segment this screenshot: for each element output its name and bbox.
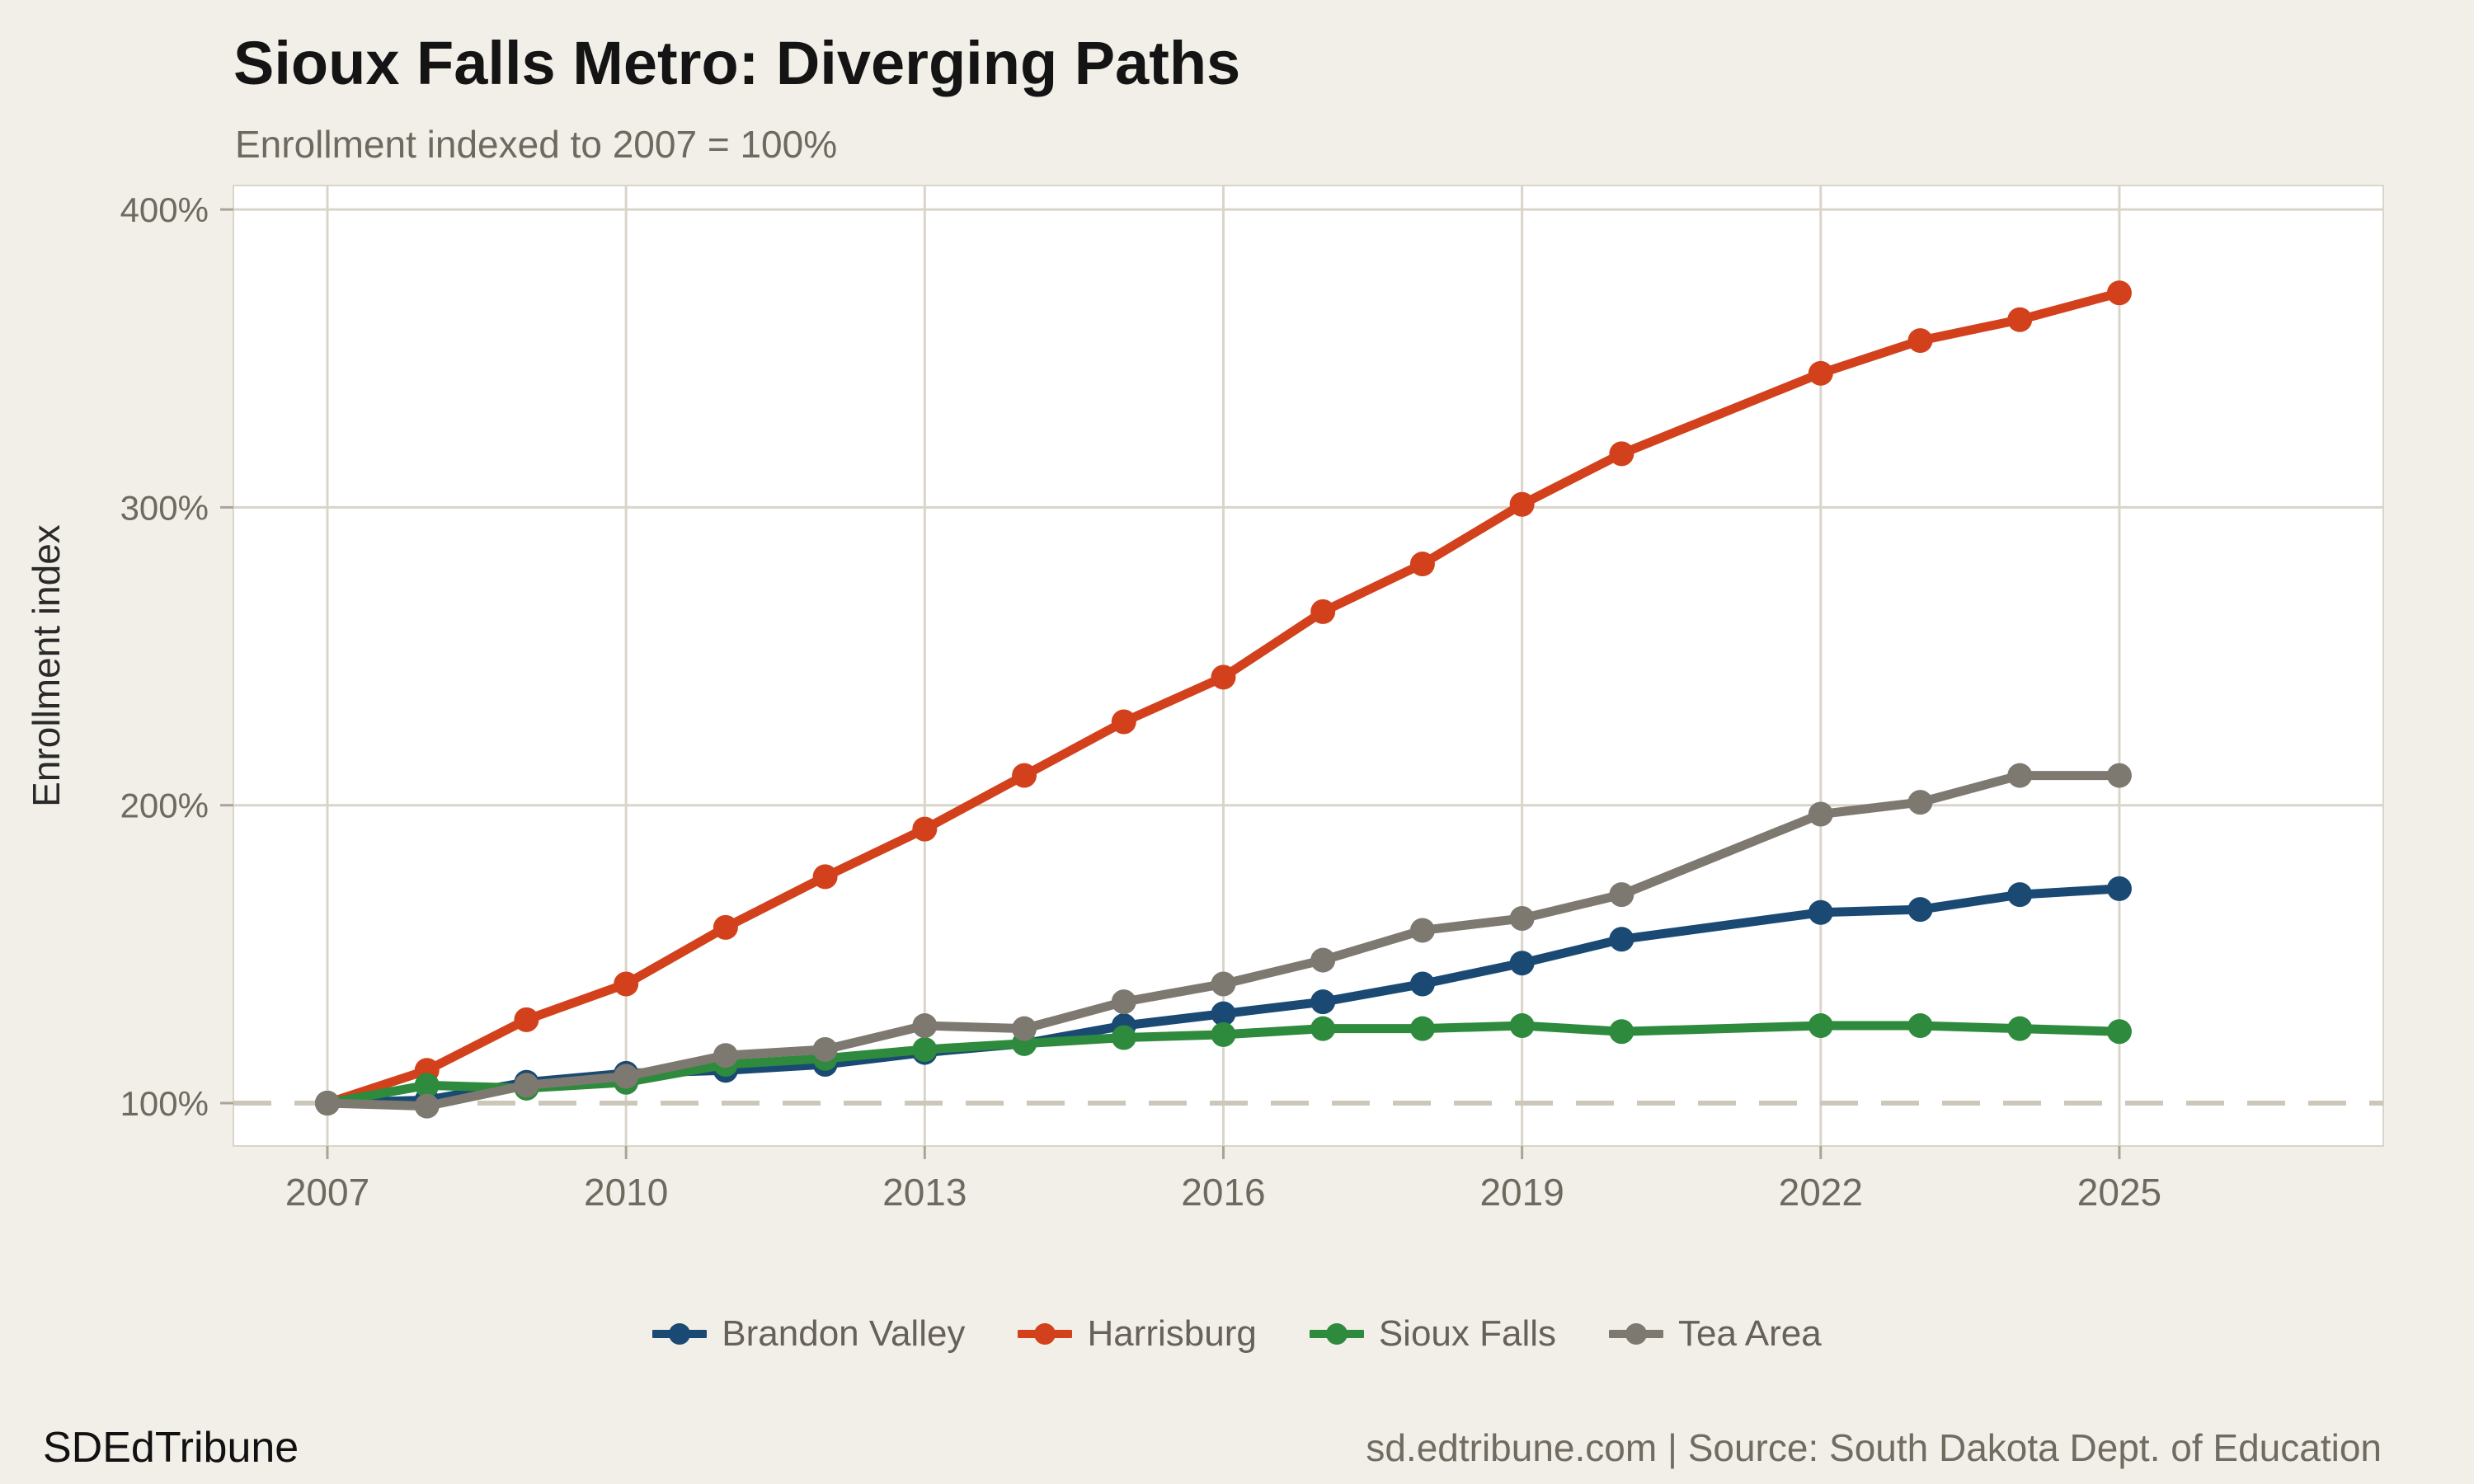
x-axis-tick-label: 2010 bbox=[584, 1171, 668, 1214]
data-point-tea-area bbox=[514, 1073, 539, 1098]
y-axis-title: Enrollment index bbox=[25, 524, 68, 807]
data-point-sioux-falls bbox=[1409, 1016, 1435, 1041]
x-axis-tick-label: 2007 bbox=[285, 1171, 369, 1214]
data-point-sioux-falls bbox=[1808, 1013, 1833, 1039]
legend-key-dot bbox=[1034, 1323, 1056, 1345]
data-point-harrisburg bbox=[713, 914, 738, 940]
data-point-harrisburg bbox=[1907, 328, 1933, 354]
data-point-harrisburg bbox=[1211, 665, 1236, 690]
data-point-sioux-falls bbox=[1609, 1019, 1634, 1045]
x-axis-tick-label: 2025 bbox=[2077, 1171, 2161, 1214]
footer-brand: SDEdTribune bbox=[43, 1424, 299, 1472]
data-point-brandon-valley bbox=[1509, 951, 1535, 976]
data-point-sioux-falls bbox=[1211, 1021, 1236, 1047]
legend-item-harrisburg: Harrisburg bbox=[1018, 1313, 1257, 1355]
legend-key-icon bbox=[1018, 1323, 1073, 1345]
legend-item-tea-area: Tea Area bbox=[1609, 1313, 1822, 1355]
legend-key-icon bbox=[652, 1323, 708, 1345]
y-axis-tick-label: 100% bbox=[120, 1084, 209, 1123]
data-point-sioux-falls bbox=[2106, 1019, 2132, 1045]
data-point-harrisburg bbox=[812, 864, 838, 890]
data-point-tea-area bbox=[1907, 790, 1933, 815]
chart-canvas: 100% 200% 300% 400% 2007 2010 2013 2016 2019 2022… bbox=[25, 185, 2384, 1214]
data-point-harrisburg bbox=[912, 816, 938, 842]
data-point-sioux-falls bbox=[1111, 1025, 1136, 1050]
data-point-harrisburg bbox=[1310, 599, 1336, 624]
data-point-brandon-valley bbox=[1808, 899, 1833, 925]
data-point-harrisburg bbox=[1111, 709, 1136, 735]
data-point-tea-area bbox=[1609, 882, 1634, 908]
data-point-brandon-valley bbox=[2007, 882, 2033, 908]
chart-legend: Brandon Valley Harrisburg Sioux Falls Tea A… bbox=[0, 1301, 2474, 1367]
data-point-harrisburg bbox=[1509, 491, 1535, 517]
plot-panel bbox=[233, 185, 2384, 1147]
data-point-brandon-valley bbox=[1409, 971, 1435, 997]
data-point-sioux-falls bbox=[1907, 1013, 1933, 1039]
legend-label: Sioux Falls bbox=[1378, 1313, 1557, 1354]
footer: SDEdTribune sd.edtribune.com | Source: S… bbox=[0, 1411, 2474, 1484]
legend-label: Harrisburg bbox=[1087, 1313, 1257, 1354]
page-title: Sioux Falls Metro: Diverging Paths bbox=[233, 29, 1241, 97]
data-point-sioux-falls bbox=[1310, 1016, 1336, 1041]
series-line-sioux-falls bbox=[322, 1021, 2124, 1108]
legend-item-sioux-falls: Sioux Falls bbox=[1309, 1313, 1557, 1355]
data-point-tea-area bbox=[1310, 947, 1336, 973]
legend-key-dot bbox=[1325, 1323, 1348, 1345]
data-point-tea-area bbox=[912, 1013, 938, 1039]
data-point-harrisburg bbox=[1409, 552, 1435, 577]
x-axis-tick-label: 2019 bbox=[1479, 1171, 1564, 1214]
data-point-sioux-falls bbox=[414, 1073, 440, 1098]
data-point-tea-area bbox=[2007, 763, 2033, 788]
legend-key-dot bbox=[1625, 1323, 1648, 1345]
page-subtitle: Enrollment indexed to 2007 = 100% bbox=[235, 123, 838, 166]
legend-key-icon bbox=[1309, 1323, 1364, 1345]
data-point-brandon-valley bbox=[1609, 927, 1634, 952]
data-point-tea-area bbox=[812, 1036, 838, 1062]
data-point-sioux-falls bbox=[912, 1036, 938, 1062]
data-point-tea-area bbox=[614, 1064, 639, 1089]
data-point-brandon-valley bbox=[2106, 876, 2132, 901]
legend-item-brandon-valley: Brandon Valley bbox=[652, 1313, 965, 1355]
data-point-tea-area bbox=[315, 1091, 340, 1115]
x-axis-tick-label: 2022 bbox=[1779, 1171, 1863, 1214]
data-point-harrisburg bbox=[514, 1007, 539, 1032]
y-axis-tick-label: 200% bbox=[120, 787, 209, 825]
legend-key-dot bbox=[669, 1323, 691, 1345]
data-point-harrisburg bbox=[1808, 360, 1833, 386]
data-point-tea-area bbox=[414, 1093, 440, 1119]
data-point-harrisburg bbox=[1012, 763, 1037, 788]
data-point-sioux-falls bbox=[1509, 1013, 1535, 1039]
line-chart: 100% 200% 300% 400% 2007 2010 2013 2016 2019 2022… bbox=[25, 185, 2384, 1214]
data-point-tea-area bbox=[713, 1043, 738, 1068]
data-point-tea-area bbox=[1509, 905, 1535, 931]
data-point-brandon-valley bbox=[1907, 897, 1933, 923]
data-point-tea-area bbox=[1012, 1016, 1037, 1041]
data-point-tea-area bbox=[1808, 801, 1833, 827]
data-point-tea-area bbox=[1409, 918, 1435, 943]
series-line-tea-area bbox=[322, 771, 2124, 1111]
y-axis-tick-label: 300% bbox=[120, 488, 209, 527]
legend-key-icon bbox=[1609, 1323, 1664, 1345]
data-point-tea-area bbox=[1211, 971, 1236, 997]
series-line-harrisburg bbox=[322, 288, 2124, 1108]
data-point-sioux-falls bbox=[2007, 1016, 2033, 1041]
data-point-harrisburg bbox=[2007, 307, 2033, 332]
y-axis-tick-label: 400% bbox=[120, 190, 209, 229]
data-point-harrisburg bbox=[614, 971, 639, 997]
legend-label: Brandon Valley bbox=[722, 1313, 966, 1354]
data-point-tea-area bbox=[2106, 763, 2132, 788]
data-point-brandon-valley bbox=[1310, 989, 1336, 1015]
footer-attribution: sd.edtribune.com | Source: South Dakota … bbox=[1366, 1426, 2382, 1469]
data-point-brandon-valley bbox=[1211, 1001, 1236, 1026]
x-axis-tick-label: 2013 bbox=[882, 1171, 967, 1214]
x-axis-tick-label: 2016 bbox=[1181, 1171, 1265, 1214]
data-point-harrisburg bbox=[2106, 280, 2132, 306]
data-point-harrisburg bbox=[1609, 441, 1634, 467]
legend-label: Tea Area bbox=[1678, 1313, 1822, 1354]
data-point-tea-area bbox=[1111, 989, 1136, 1015]
